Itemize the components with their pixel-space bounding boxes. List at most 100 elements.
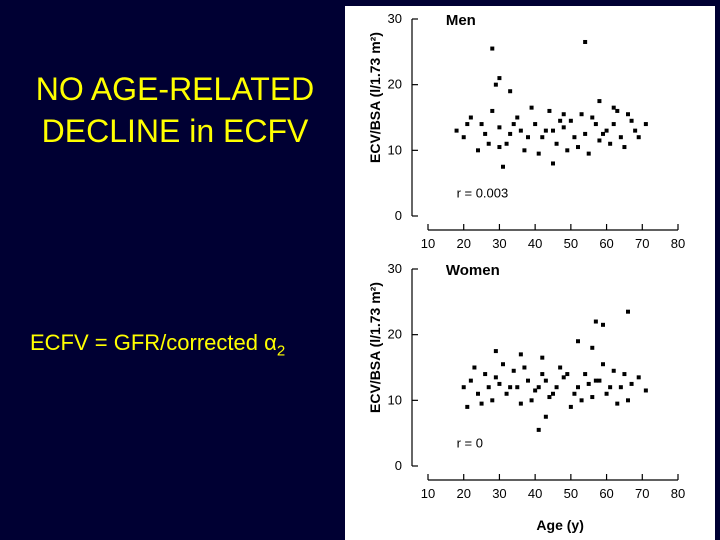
slide-title-line-1: NO AGE-RELATED [35,71,315,107]
data-point [468,115,473,120]
formula-main: ECFV = GFR/corrected α [30,330,277,355]
data-point [508,385,513,390]
data-point [583,131,588,136]
data-point [543,128,548,133]
data-point [501,164,505,169]
y-tick-label: 10 [388,392,402,407]
data-point [601,322,605,327]
data-point [626,398,630,403]
data-point [622,372,627,377]
data-point [486,385,491,390]
panel-label: Men [446,12,476,29]
data-point [497,381,502,386]
x-tick-label: 50 [564,486,578,501]
data-point [476,391,480,396]
data-point [518,401,523,406]
data-point [629,118,634,123]
data-point [526,378,530,383]
panel-label: Women [446,262,500,279]
data-point [518,352,523,357]
data-point [554,385,559,390]
data-point [590,345,595,350]
y-tick-label: 20 [388,327,402,342]
data-point [565,148,570,153]
data-point [572,135,577,140]
data-point [597,138,602,143]
x-tick-label: 60 [599,486,613,501]
data-point [486,141,491,146]
scatter-charts: 0 10 20 30 10 20 30 40 50 60 70 80 ECV/BSA (l/1.73 m… [367,11,685,533]
data-point [515,385,520,390]
data-point [633,128,638,133]
data-point [536,427,541,432]
data-point [515,115,520,120]
data-point [454,128,459,133]
data-point [476,148,480,153]
data-point [561,125,566,130]
data-point [593,378,598,383]
slide-title-line-2: DECLINE in ECFV [41,113,309,149]
x-tick-label: 40 [528,486,542,501]
data-point [497,125,502,130]
data-point [522,365,527,370]
y-tick-label: 30 [388,261,402,276]
data-point [483,372,488,377]
data-point [611,368,616,373]
data-point [493,375,498,380]
data-point [590,395,595,400]
data-point [572,391,577,396]
data-point [601,362,605,367]
data-point [490,398,495,403]
data-point [586,151,591,156]
data-point [636,375,641,380]
correlation-annotation: r = 0.003 [457,186,509,201]
x-tick-label: 30 [492,236,506,251]
data-point [508,89,513,94]
x-tick-label: 60 [599,236,613,251]
data-point [586,381,591,386]
data-point [568,404,573,409]
y-tick-label: 10 [388,142,402,157]
data-point [493,349,498,354]
data-point [615,401,620,406]
data-point [479,401,484,406]
data-point [540,135,545,140]
data-point [501,362,505,367]
x-axis-title: Age (y) [536,517,583,533]
data-point [551,391,555,396]
y-tick-label: 0 [395,458,402,473]
data-point [643,388,648,393]
data-point [504,391,509,396]
data-point [590,115,595,120]
data-point [604,128,609,133]
data-point [536,151,541,156]
data-point [533,122,538,127]
data-point [533,388,538,393]
data-point [551,128,555,133]
data-point [551,161,555,166]
data-point [472,365,477,370]
data-point [522,148,527,153]
data-point [576,385,580,390]
x-tick-label: 80 [671,486,685,501]
data-point [547,395,552,400]
data-point [561,112,566,117]
x-tick-label: 10 [421,486,435,501]
x-tick-label: 20 [456,486,470,501]
data-point [526,135,530,140]
data-point [461,385,466,390]
x-tick-label: 50 [564,236,578,251]
correlation-annotation: r = 0 [457,436,483,451]
x-tick-label: 70 [635,486,649,501]
data-point [497,145,502,150]
data-point [529,105,534,110]
data-point [540,355,545,360]
data-point [611,105,616,110]
data-point [554,141,559,146]
y-tick-label: 0 [395,208,402,223]
data-point [518,128,523,133]
data-point [479,122,484,127]
data-point [579,398,584,403]
data-point [611,122,616,127]
data-point [593,319,598,324]
